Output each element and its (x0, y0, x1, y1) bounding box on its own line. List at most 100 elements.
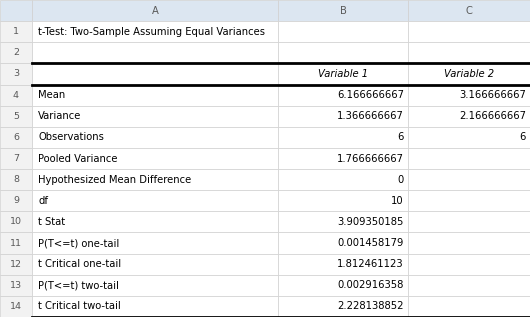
Text: t-Test: Two-Sample Assuming Equal Variances: t-Test: Two-Sample Assuming Equal Varian… (38, 27, 265, 37)
Bar (32, 21, 278, 42)
Bar (0, 63, 32, 85)
Bar (408, 42, 530, 63)
Bar (32, 232, 278, 254)
Bar (408, 190, 530, 211)
Text: 12: 12 (10, 260, 22, 269)
Text: 3.166666667: 3.166666667 (459, 90, 526, 100)
Bar (278, 190, 408, 211)
Bar (0, 296, 32, 317)
Bar (278, 275, 408, 296)
Bar (408, 0, 530, 21)
Bar (278, 42, 408, 63)
Bar (32, 0, 278, 21)
Bar (278, 211, 408, 232)
Bar (0, 169, 32, 190)
Text: Variable 2: Variable 2 (444, 69, 494, 79)
Bar (278, 127, 408, 148)
Text: 8: 8 (13, 175, 19, 184)
Text: Mean: Mean (38, 90, 65, 100)
Bar (0, 211, 32, 232)
Text: P(T<=t) two-tail: P(T<=t) two-tail (38, 280, 119, 290)
Bar (0, 254, 32, 275)
Bar (278, 0, 408, 21)
Text: 0.001458179: 0.001458179 (338, 238, 404, 248)
Bar (32, 63, 278, 85)
Text: 13: 13 (10, 281, 22, 290)
Text: 2.166666667: 2.166666667 (459, 111, 526, 121)
Text: t Critical one-tail: t Critical one-tail (38, 259, 121, 269)
Text: Hypothesized Mean Difference: Hypothesized Mean Difference (38, 175, 191, 184)
Bar (278, 254, 408, 275)
Text: 1: 1 (13, 27, 19, 36)
Bar (0, 42, 32, 63)
Text: 10: 10 (10, 217, 22, 226)
Bar (408, 21, 530, 42)
Text: 6: 6 (398, 133, 404, 142)
Text: Observations: Observations (38, 133, 104, 142)
Bar (32, 127, 278, 148)
Text: Pooled Variance: Pooled Variance (38, 153, 118, 164)
Bar (408, 296, 530, 317)
Bar (0, 275, 32, 296)
Bar (32, 148, 278, 169)
Bar (278, 296, 408, 317)
Text: 5: 5 (13, 112, 19, 121)
Bar (32, 169, 278, 190)
Bar (408, 275, 530, 296)
Bar (278, 169, 408, 190)
Bar (278, 63, 408, 85)
Text: B: B (340, 6, 347, 16)
Bar (278, 106, 408, 127)
Bar (32, 275, 278, 296)
Bar (32, 190, 278, 211)
Bar (278, 148, 408, 169)
Text: 2: 2 (13, 48, 19, 57)
Bar (408, 63, 530, 85)
Bar (32, 296, 278, 317)
Text: 6: 6 (13, 133, 19, 142)
Bar (408, 254, 530, 275)
Text: t Stat: t Stat (38, 217, 65, 227)
Text: 4: 4 (13, 91, 19, 100)
Bar (32, 254, 278, 275)
Text: 11: 11 (10, 238, 22, 248)
Text: 1.812461123: 1.812461123 (337, 259, 404, 269)
Text: 10: 10 (391, 196, 404, 206)
Text: 6: 6 (519, 133, 526, 142)
Bar (32, 211, 278, 232)
Bar (278, 85, 408, 106)
Text: 1.766666667: 1.766666667 (337, 153, 404, 164)
Bar (408, 211, 530, 232)
Text: 7: 7 (13, 154, 19, 163)
Bar (0, 190, 32, 211)
Text: df: df (38, 196, 48, 206)
Bar (408, 106, 530, 127)
Bar (408, 127, 530, 148)
Text: 0: 0 (398, 175, 404, 184)
Bar (408, 148, 530, 169)
Text: Variable 1: Variable 1 (318, 69, 368, 79)
Text: t Critical two-tail: t Critical two-tail (38, 301, 121, 311)
Bar (32, 106, 278, 127)
Text: 3: 3 (13, 69, 19, 79)
Text: 0.002916358: 0.002916358 (338, 280, 404, 290)
Text: 14: 14 (10, 302, 22, 311)
Text: 1.366666667: 1.366666667 (337, 111, 404, 121)
Bar (0, 21, 32, 42)
Text: 6.166666667: 6.166666667 (337, 90, 404, 100)
Bar (0, 232, 32, 254)
Bar (0, 0, 32, 21)
Bar (0, 106, 32, 127)
Text: C: C (466, 6, 472, 16)
Bar (0, 85, 32, 106)
Bar (408, 169, 530, 190)
Text: Variance: Variance (38, 111, 82, 121)
Text: 2.228138852: 2.228138852 (338, 301, 404, 311)
Bar (32, 42, 278, 63)
Bar (408, 85, 530, 106)
Text: A: A (152, 6, 158, 16)
Bar (0, 127, 32, 148)
Text: P(T<=t) one-tail: P(T<=t) one-tail (38, 238, 119, 248)
Bar (32, 85, 278, 106)
Bar (278, 21, 408, 42)
